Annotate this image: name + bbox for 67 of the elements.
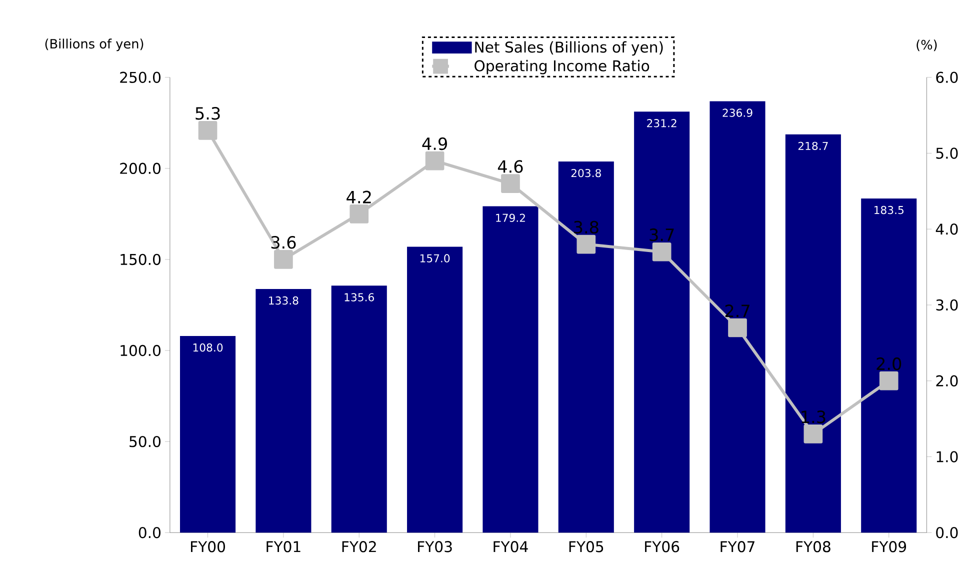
data-label: 1.3 bbox=[802, 410, 826, 424]
x-tick-label: FY03 bbox=[418, 540, 452, 552]
data-label: 4.2 bbox=[346, 190, 371, 204]
y2-tick-label: 3.0 bbox=[936, 299, 958, 310]
data-label: 133.8 bbox=[269, 296, 298, 304]
y2-tick-label: 0.0 bbox=[936, 526, 958, 538]
data-label: 231.2 bbox=[647, 118, 676, 128]
data-label: 5.3 bbox=[196, 106, 220, 120]
y-tick-label: 250.0 bbox=[120, 72, 160, 83]
data-label: 179.2 bbox=[496, 214, 525, 222]
point bbox=[501, 174, 520, 193]
x-tick-label: FY01 bbox=[266, 540, 300, 552]
point bbox=[576, 234, 596, 254]
data-label: 4.6 bbox=[498, 160, 523, 173]
y2-tick-label: 5.0 bbox=[936, 147, 958, 159]
bar bbox=[407, 246, 463, 532]
point bbox=[350, 204, 369, 224]
point bbox=[652, 242, 672, 262]
bar bbox=[785, 134, 841, 532]
point bbox=[804, 424, 823, 444]
bar bbox=[331, 286, 387, 532]
data-label: 4.9 bbox=[422, 137, 447, 150]
data-label: 236.9 bbox=[722, 108, 752, 117]
y-axis-title: (Billions of yen) bbox=[45, 38, 144, 51]
y-tick-label: 0.0 bbox=[138, 526, 160, 538]
data-label: 2.7 bbox=[725, 304, 750, 317]
bar bbox=[482, 206, 538, 532]
bar bbox=[558, 161, 614, 532]
y2-tick-label: 4.0 bbox=[936, 223, 958, 235]
data-label: 108.0 bbox=[193, 343, 223, 352]
data-label: 3.7 bbox=[650, 228, 674, 241]
legend-label: Net Sales (Billions of yen) bbox=[475, 41, 663, 56]
y2-axis-title: (%) bbox=[916, 40, 937, 51]
x-tick-label: FY08 bbox=[796, 540, 830, 552]
x-tick-label: FY06 bbox=[645, 540, 680, 552]
data-label: 135.6 bbox=[344, 293, 374, 302]
data-label: 183.5 bbox=[874, 206, 904, 214]
point bbox=[879, 371, 898, 390]
data-label: 2.0 bbox=[876, 357, 902, 370]
y-tick-label: 150.0 bbox=[120, 254, 160, 265]
bar bbox=[710, 101, 766, 532]
y-tick-label: 100.0 bbox=[120, 344, 160, 356]
bar bbox=[634, 111, 690, 532]
y2-tick-label: 2.0 bbox=[936, 375, 958, 386]
bar bbox=[180, 336, 236, 532]
point bbox=[728, 318, 747, 338]
data-label: 3.6 bbox=[271, 236, 296, 249]
point bbox=[274, 250, 293, 269]
bar bbox=[256, 288, 312, 532]
x-tick-label: FY04 bbox=[494, 540, 528, 552]
point bbox=[198, 120, 218, 140]
data-label: 3.8 bbox=[574, 220, 598, 234]
legend-label: Operating Income Ratio bbox=[474, 60, 650, 74]
y2-tick-label: 1.0 bbox=[936, 450, 958, 462]
y2-tick-label: 6.0 bbox=[936, 72, 958, 83]
x-tick-label: FY00 bbox=[191, 540, 226, 552]
y-tick-label: 50.0 bbox=[130, 436, 160, 448]
x-tick-label: FY02 bbox=[342, 540, 376, 552]
data-label: 218.7 bbox=[798, 142, 828, 150]
x-tick-label: FY05 bbox=[569, 540, 604, 552]
y-tick-label: 200.0 bbox=[120, 162, 160, 174]
bar bbox=[861, 198, 917, 532]
data-label: 157.0 bbox=[420, 254, 450, 262]
x-tick-label: FY09 bbox=[872, 540, 906, 552]
x-tick-label: FY07 bbox=[720, 540, 754, 552]
point bbox=[425, 151, 444, 170]
data-label: 203.8 bbox=[571, 168, 601, 178]
